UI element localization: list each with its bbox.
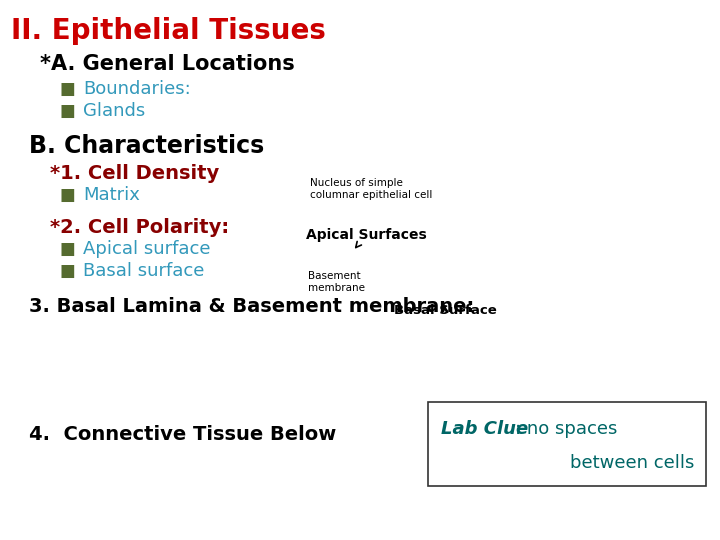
Bar bbox=[428, 402, 706, 486]
Text: between cells: between cells bbox=[570, 454, 695, 471]
Text: ■: ■ bbox=[59, 262, 75, 280]
Text: Apical Surfaces: Apical Surfaces bbox=[306, 228, 427, 247]
Text: Basal surface: Basal surface bbox=[83, 262, 204, 280]
Text: B. Characteristics: B. Characteristics bbox=[29, 134, 264, 158]
Text: Glands: Glands bbox=[83, 102, 145, 120]
Text: 4.  Connective Tissue Below: 4. Connective Tissue Below bbox=[29, 425, 336, 444]
Text: 3. Basal Lamina & Basement membrane:: 3. Basal Lamina & Basement membrane: bbox=[29, 297, 474, 316]
Text: Basement
membrane: Basement membrane bbox=[308, 271, 365, 293]
Text: Nucleus of simple
columnar epithelial cell: Nucleus of simple columnar epithelial ce… bbox=[310, 178, 432, 200]
Text: ■: ■ bbox=[59, 186, 75, 205]
Text: Basal Surface: Basal Surface bbox=[394, 304, 496, 318]
Text: Lab Clue: Lab Clue bbox=[441, 420, 528, 438]
Text: : no spaces: : no spaces bbox=[515, 420, 617, 438]
Text: *2. Cell Polarity:: *2. Cell Polarity: bbox=[50, 218, 230, 238]
Text: ■: ■ bbox=[59, 102, 75, 120]
Text: Apical surface: Apical surface bbox=[83, 240, 210, 259]
Text: Boundaries:: Boundaries: bbox=[83, 80, 191, 98]
Text: *A. General Locations: *A. General Locations bbox=[40, 53, 294, 74]
Text: Matrix: Matrix bbox=[83, 186, 140, 205]
Text: II. Epithelial Tissues: II. Epithelial Tissues bbox=[11, 17, 325, 45]
Text: ■: ■ bbox=[59, 80, 75, 98]
Text: ■: ■ bbox=[59, 240, 75, 259]
Text: *1. Cell Density: *1. Cell Density bbox=[50, 164, 220, 184]
